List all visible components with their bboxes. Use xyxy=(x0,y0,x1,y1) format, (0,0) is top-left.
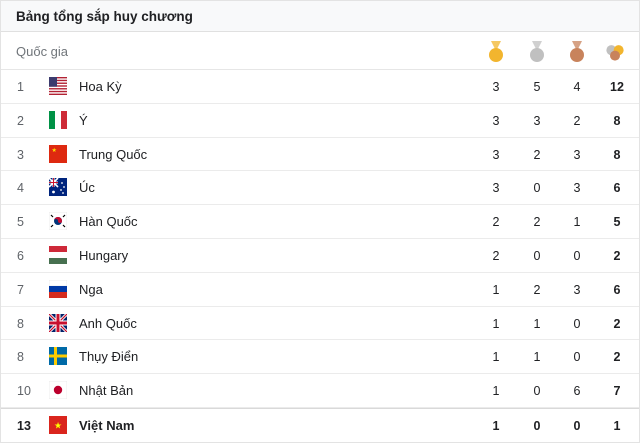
total-count: 2 xyxy=(613,350,621,365)
gold-count: 1 xyxy=(492,384,500,399)
silver-count: 2 xyxy=(533,282,541,297)
gold-count: 3 xyxy=(492,113,500,128)
total-count: 5 xyxy=(613,215,621,230)
medal-rows: 1 Hoa Kỳ 3 5 4 12 2 Ý 3 3 2 8 3 ★ Trung Quốc 3 2 3 8 4 Úc 3 0 3… xyxy=(1,70,639,442)
total-count: 7 xyxy=(613,384,621,399)
japan-flag xyxy=(49,381,67,400)
table-row[interactable]: 4 Úc 3 0 3 6 xyxy=(1,171,639,206)
silver-count: 5 xyxy=(533,80,541,94)
svg-text:★: ★ xyxy=(54,420,62,430)
australia-flag xyxy=(49,178,67,197)
total-medals-icon xyxy=(606,45,624,61)
country-name: Nhật Bản xyxy=(79,383,134,399)
sweden-flag xyxy=(49,347,67,366)
table-row[interactable]: 10 Nhật Bản 1 0 6 7 xyxy=(1,374,639,408)
bronze-count: 4 xyxy=(573,80,581,94)
vietnam-flag: ★ xyxy=(49,415,67,434)
rank-cell: 8 xyxy=(17,350,24,365)
country-name: Úc xyxy=(79,180,95,196)
rank-cell: 13 xyxy=(17,418,31,433)
bronze-count: 0 xyxy=(573,248,581,263)
total-count: 2 xyxy=(613,316,621,331)
korea-flag xyxy=(49,212,67,231)
silver-count: 0 xyxy=(533,248,541,263)
gold-medal-icon xyxy=(489,41,503,62)
uk-flag xyxy=(49,313,67,332)
silver-count: 1 xyxy=(533,350,541,365)
country-name: Thụy Điển xyxy=(79,349,139,365)
gold-count: 1 xyxy=(492,418,500,433)
country-name: Hoa Kỳ xyxy=(79,79,122,94)
bronze-count: 3 xyxy=(573,181,581,196)
total-count: 2 xyxy=(613,248,621,263)
table-header: Quốc gia xyxy=(1,32,639,70)
country-name: Anh Quốc xyxy=(79,315,137,331)
table-row[interactable]: 8 Anh Quốc 1 1 0 2 xyxy=(1,307,639,341)
bronze-medal-icon xyxy=(570,41,584,62)
rank-cell: 4 xyxy=(17,181,24,196)
bronze-count: 0 xyxy=(573,316,581,331)
bronze-count: 3 xyxy=(573,147,581,162)
silver-count: 0 xyxy=(533,384,541,399)
table-row[interactable]: 1 Hoa Kỳ 3 5 4 12 xyxy=(1,70,639,104)
bronze-count: 1 xyxy=(573,215,581,230)
gold-count: 3 xyxy=(492,181,500,196)
country-name: Trung Quốc xyxy=(79,146,148,162)
country-name: Hàn Quốc xyxy=(79,214,138,230)
rank-cell: 7 xyxy=(17,282,24,297)
rank-cell: 5 xyxy=(17,215,24,230)
gold-count: 1 xyxy=(492,316,500,331)
table-row[interactable]: 7 Nga 1 2 3 6 xyxy=(1,273,639,307)
total-count: 8 xyxy=(613,113,621,128)
us-flag xyxy=(49,77,67,95)
svg-text:★: ★ xyxy=(52,147,57,154)
bronze-count: 3 xyxy=(573,282,581,297)
rank-cell: 10 xyxy=(17,384,31,399)
silver-count: 0 xyxy=(533,418,541,433)
rank-cell: 2 xyxy=(17,113,24,128)
panel-title: Bảng tổng sắp huy chương xyxy=(1,1,639,32)
country-name: Việt Nam xyxy=(79,417,135,433)
rank-cell: 6 xyxy=(17,248,24,263)
silver-count: 2 xyxy=(533,215,541,230)
table-row[interactable]: 2 Ý 3 3 2 8 xyxy=(1,104,639,138)
bronze-count: 0 xyxy=(573,350,581,365)
country-column-header: Quốc gia xyxy=(16,44,69,59)
bronze-count: 0 xyxy=(573,418,581,433)
gold-count: 3 xyxy=(492,147,500,162)
gold-count: 3 xyxy=(492,80,500,94)
total-count: 6 xyxy=(613,282,621,297)
bronze-count: 6 xyxy=(573,384,581,399)
rank-cell: 1 xyxy=(17,80,24,94)
rank-cell: 3 xyxy=(17,147,24,162)
china-flag: ★ xyxy=(49,144,67,163)
table-row[interactable]: 8 Thụy Điển 1 1 0 2 xyxy=(1,340,639,375)
table-row[interactable]: 6 Hungary 2 0 0 2 xyxy=(1,239,639,273)
silver-count: 2 xyxy=(533,147,541,162)
russia-flag xyxy=(49,279,67,298)
silver-medal-icon xyxy=(530,41,544,62)
gold-count: 1 xyxy=(492,282,500,297)
silver-count: 3 xyxy=(533,113,541,128)
table-row[interactable]: 13 ★ Việt Nam 1 0 0 1 xyxy=(1,407,639,442)
gold-count: 2 xyxy=(492,248,500,263)
bronze-count: 2 xyxy=(573,113,581,128)
hungary-flag xyxy=(49,245,67,264)
total-count: 6 xyxy=(613,181,621,196)
total-count: 1 xyxy=(613,418,621,433)
table-row[interactable]: 3 ★ Trung Quốc 3 2 3 8 xyxy=(1,138,639,172)
country-name: Ý xyxy=(79,112,88,128)
country-name: Hungary xyxy=(79,247,129,263)
silver-count: 0 xyxy=(533,181,541,196)
rank-cell: 8 xyxy=(17,316,24,331)
italy-flag xyxy=(49,110,67,129)
total-count: 12 xyxy=(610,80,624,94)
total-count: 8 xyxy=(613,147,621,162)
country-name: Nga xyxy=(79,281,103,297)
gold-count: 2 xyxy=(492,215,500,230)
table-row[interactable]: 5 Hàn Quốc 2 2 1 5 xyxy=(1,205,639,239)
silver-count: 1 xyxy=(533,316,541,331)
gold-count: 1 xyxy=(492,350,500,365)
